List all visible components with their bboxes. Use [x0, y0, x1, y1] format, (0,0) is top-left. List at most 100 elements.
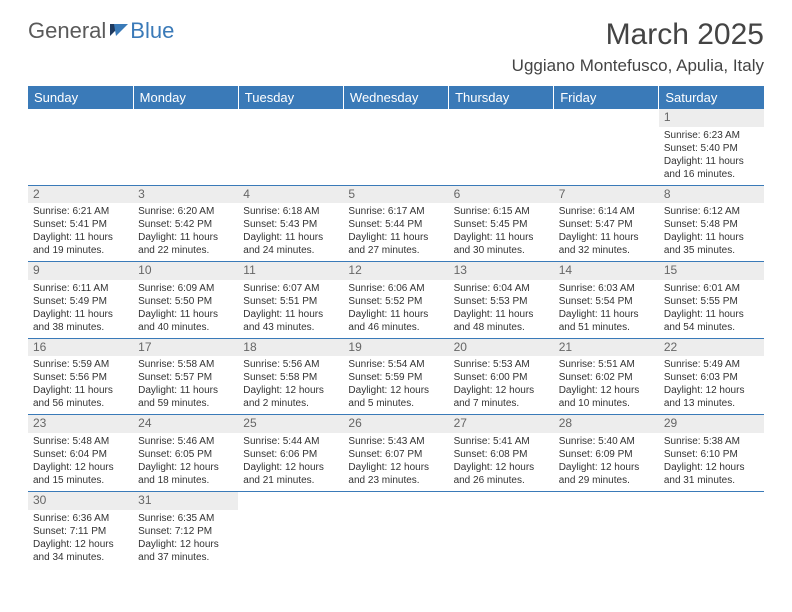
day-cell: 31 Sunrise: 6:35 AMSunset: 7:12 PMDayligh…: [133, 491, 238, 567]
day-info: Sunrise: 6:14 AMSunset: 5:47 PMDaylight:…: [559, 205, 654, 257]
day-number: 2: [28, 186, 133, 204]
day-number: 10: [133, 262, 238, 280]
day-info: Sunrise: 5:38 AMSunset: 6:10 PMDaylight:…: [664, 435, 759, 487]
day-cell: 28Sunrise: 5:40 AMSunset: 6:09 PMDayligh…: [554, 415, 659, 492]
calendar-row: 1Sunrise: 6:23 AMSunset: 5:40 PMDaylight…: [28, 109, 764, 185]
day-cell: 9 Sunrise: 6:11 AMSunset: 5:49 PMDaylight…: [28, 262, 133, 339]
day-cell: 7Sunrise: 6:14 AMSunset: 5:47 PMDaylight…: [554, 185, 659, 262]
day-cell: 13 Sunrise: 6:04 AMSunset: 5:53 PMDayligh…: [449, 262, 554, 339]
day-info: Sunrise: 6:21 AMSunset: 5:41 PMDaylight:…: [33, 205, 128, 257]
day-number: 3: [133, 186, 238, 204]
day-info: Sunrise: 6:18 AMSunset: 5:43 PMDaylight:…: [243, 205, 338, 257]
empty-cell: [554, 109, 659, 185]
day-info: Sunrise: 5:43 AMSunset: 6:07 PMDaylight:…: [348, 435, 443, 487]
day-info: Sunrise: 6:06 AMSunset: 5:52 PMDaylight:…: [348, 282, 443, 334]
empty-cell: [659, 491, 764, 567]
day-number: 8: [659, 186, 764, 204]
day-number: 12: [343, 262, 448, 280]
day-info: Sunrise: 5:54 AMSunset: 5:59 PMDaylight:…: [348, 358, 443, 410]
day-cell: 25Sunrise: 5:44 AMSunset: 6:06 PMDayligh…: [238, 415, 343, 492]
day-info: Sunrise: 5:41 AMSunset: 6:08 PMDaylight:…: [454, 435, 549, 487]
day-cell: 20Sunrise: 5:53 AMSunset: 6:00 PMDayligh…: [449, 338, 554, 415]
flag-icon: [108, 22, 130, 40]
day-cell: 14Sunrise: 6:03 AMSunset: 5:54 PMDayligh…: [554, 262, 659, 339]
day-number: 28: [554, 415, 659, 433]
calendar-table: Sunday Monday Tuesday Wednesday Thursday…: [28, 86, 764, 568]
header: General Blue March 2025 Uggiano Montefus…: [0, 0, 792, 76]
day-info: Sunrise: 6:07 AMSunset: 5:51 PMDaylight:…: [243, 282, 338, 334]
day-number: 25: [238, 415, 343, 433]
day-cell: 23Sunrise: 5:48 AMSunset: 6:04 PMDayligh…: [28, 415, 133, 492]
calendar-row: 23Sunrise: 5:48 AMSunset: 6:04 PMDayligh…: [28, 415, 764, 492]
empty-cell: [449, 491, 554, 567]
day-cell: 21Sunrise: 5:51 AMSunset: 6:02 PMDayligh…: [554, 338, 659, 415]
day-cell: 2Sunrise: 6:21 AMSunset: 5:41 PMDaylight…: [28, 185, 133, 262]
day-number: 4: [238, 186, 343, 204]
day-cell: 3Sunrise: 6:20 AMSunset: 5:42 PMDaylight…: [133, 185, 238, 262]
day-number: 18: [238, 339, 343, 357]
empty-cell: [28, 109, 133, 185]
day-info: Sunrise: 6:09 AMSunset: 5:50 PMDaylight:…: [138, 282, 233, 334]
day-number: 16: [28, 339, 133, 357]
calendar-row: 2Sunrise: 6:21 AMSunset: 5:41 PMDaylight…: [28, 185, 764, 262]
logo: General Blue: [28, 18, 174, 44]
day-cell: 27Sunrise: 5:41 AMSunset: 6:08 PMDayligh…: [449, 415, 554, 492]
col-friday: Friday: [554, 86, 659, 109]
day-info: Sunrise: 5:59 AMSunset: 5:56 PMDaylight:…: [33, 358, 128, 410]
logo-text-general: General: [28, 18, 106, 44]
day-info: Sunrise: 5:49 AMSunset: 6:03 PMDaylight:…: [664, 358, 759, 410]
day-cell: 11Sunrise: 6:07 AMSunset: 5:51 PMDayligh…: [238, 262, 343, 339]
day-info: Sunrise: 6:12 AMSunset: 5:48 PMDaylight:…: [664, 205, 759, 257]
calendar-row: 9 Sunrise: 6:11 AMSunset: 5:49 PMDaylight…: [28, 262, 764, 339]
empty-cell: [238, 109, 343, 185]
day-number: 20: [449, 339, 554, 357]
empty-cell: [449, 109, 554, 185]
empty-cell: [343, 491, 448, 567]
calendar-row: 30 Sunrise: 6:36 AMSunset: 7:11 PMDayligh…: [28, 491, 764, 567]
day-cell: 8Sunrise: 6:12 AMSunset: 5:48 PMDaylight…: [659, 185, 764, 262]
empty-cell: [554, 491, 659, 567]
day-cell: 18Sunrise: 5:56 AMSunset: 5:58 PMDayligh…: [238, 338, 343, 415]
day-info: Sunrise: 6:11 AMSunset: 5:49 PMDaylight:…: [33, 282, 128, 334]
calendar-row: 16Sunrise: 5:59 AMSunset: 5:56 PMDayligh…: [28, 338, 764, 415]
col-wednesday: Wednesday: [343, 86, 448, 109]
day-number: 13: [449, 262, 554, 280]
page-title: March 2025: [512, 18, 764, 52]
day-cell: 6Sunrise: 6:15 AMSunset: 5:45 PMDaylight…: [449, 185, 554, 262]
day-number: 31: [133, 492, 238, 510]
day-info: Sunrise: 6:04 AMSunset: 5:53 PMDaylight:…: [454, 282, 549, 334]
col-thursday: Thursday: [449, 86, 554, 109]
day-cell: 29Sunrise: 5:38 AMSunset: 6:10 PMDayligh…: [659, 415, 764, 492]
day-cell: 17Sunrise: 5:58 AMSunset: 5:57 PMDayligh…: [133, 338, 238, 415]
day-number: 7: [554, 186, 659, 204]
col-monday: Monday: [133, 86, 238, 109]
empty-cell: [238, 491, 343, 567]
day-info: Sunrise: 6:17 AMSunset: 5:44 PMDaylight:…: [348, 205, 443, 257]
day-number: 19: [343, 339, 448, 357]
col-sunday: Sunday: [28, 86, 133, 109]
day-info: Sunrise: 5:53 AMSunset: 6:00 PMDaylight:…: [454, 358, 549, 410]
day-info: Sunrise: 5:51 AMSunset: 6:02 PMDaylight:…: [559, 358, 654, 410]
day-cell: 15Sunrise: 6:01 AMSunset: 5:55 PMDayligh…: [659, 262, 764, 339]
day-info: Sunrise: 6:20 AMSunset: 5:42 PMDaylight:…: [138, 205, 233, 257]
day-cell: 10 Sunrise: 6:09 AMSunset: 5:50 PMDayligh…: [133, 262, 238, 339]
day-number: 9: [28, 262, 133, 280]
day-cell: 19Sunrise: 5:54 AMSunset: 5:59 PMDayligh…: [343, 338, 448, 415]
day-number: 24: [133, 415, 238, 433]
col-saturday: Saturday: [659, 86, 764, 109]
day-info: Sunrise: 6:35 AMSunset: 7:12 PMDaylight:…: [138, 512, 233, 564]
day-info: Sunrise: 5:48 AMSunset: 6:04 PMDaylight:…: [33, 435, 128, 487]
day-info: Sunrise: 6:23 AMSunset: 5:40 PMDaylight:…: [664, 129, 759, 181]
day-number: 5: [343, 186, 448, 204]
day-number: 14: [554, 262, 659, 280]
logo-text-blue: Blue: [130, 18, 174, 44]
col-tuesday: Tuesday: [238, 86, 343, 109]
day-info: Sunrise: 6:36 AMSunset: 7:11 PMDaylight:…: [33, 512, 128, 564]
day-cell: 5Sunrise: 6:17 AMSunset: 5:44 PMDaylight…: [343, 185, 448, 262]
day-number: 30: [28, 492, 133, 510]
day-number: 22: [659, 339, 764, 357]
title-block: March 2025 Uggiano Montefusco, Apulia, I…: [512, 18, 764, 76]
location-text: Uggiano Montefusco, Apulia, Italy: [512, 56, 764, 76]
day-info: Sunrise: 5:58 AMSunset: 5:57 PMDaylight:…: [138, 358, 233, 410]
day-info: Sunrise: 6:01 AMSunset: 5:55 PMDaylight:…: [664, 282, 759, 334]
